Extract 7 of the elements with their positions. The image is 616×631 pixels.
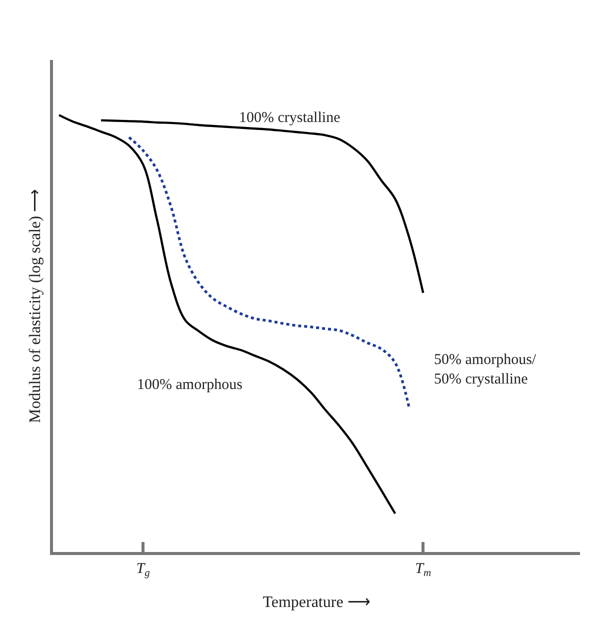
y-axis-title: Modulus of elasticity (log scale) ⟶ (26, 188, 44, 424)
x-axis-title: Temperature ⟶ (262, 594, 370, 611)
annotation: 100% crystalline (239, 110, 341, 126)
annotation: 100% amorphous (137, 377, 243, 393)
x-tick-label: T$_{m}$ (415, 561, 432, 580)
x-tick-label: T$_{g}$ (136, 561, 150, 580)
annotation: 50% amorphous/ 50% crystalline (434, 352, 537, 388)
